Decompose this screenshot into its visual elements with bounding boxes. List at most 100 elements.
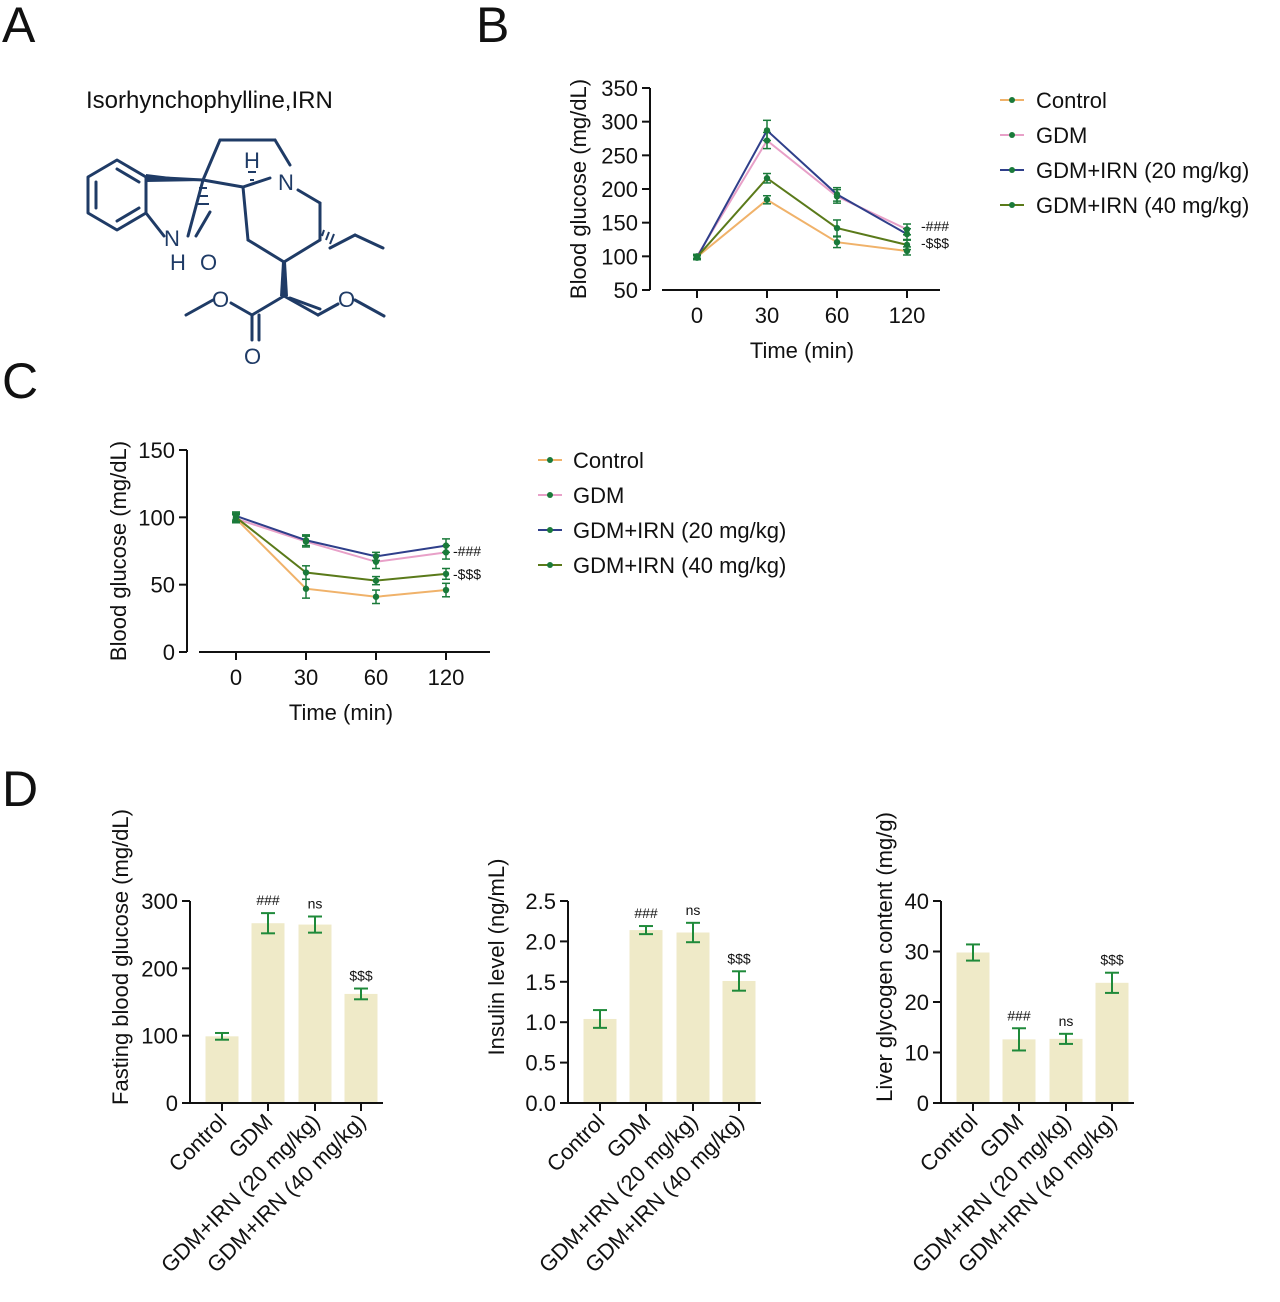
series-line-0: [696, 198, 908, 258]
data-point: [372, 553, 380, 560]
bar: [956, 952, 990, 1103]
atom-nh-h: H: [170, 250, 186, 275]
series-line-1: [235, 517, 447, 563]
x-axis-title: Time (min): [750, 338, 854, 363]
significance-label: ###: [1007, 1007, 1031, 1023]
y-tick-label: 1.5: [525, 970, 556, 995]
y-tick-label: 0: [917, 1091, 929, 1116]
legend-marker: [1009, 167, 1015, 173]
y-axis-title: Blood glucose (mg/dL): [106, 441, 131, 661]
significance-label: $$$: [349, 968, 373, 984]
significance-label: ns: [1059, 1013, 1074, 1029]
bar: [722, 980, 756, 1103]
significance-annotation: -###: [921, 218, 949, 234]
legend-label: Control: [573, 448, 644, 473]
y-tick-label: 150: [138, 438, 175, 463]
atom-o-ester2: O: [338, 287, 355, 312]
significance-annotation: -###: [453, 543, 481, 559]
y-axis-title: Insulin level (ng/mL): [484, 859, 509, 1056]
y-tick-label: 0.0: [525, 1091, 556, 1116]
x-tick-label: Control: [542, 1109, 610, 1177]
legend-marker: [547, 527, 553, 533]
data-point: [903, 241, 911, 249]
panel-label-c: C: [2, 353, 38, 409]
y-tick-label: 0: [166, 1091, 178, 1116]
chart-d2-insulin-level: ### ns$$$0.00.51.01.52.02.5ControlGDMGDM+…: [484, 859, 761, 1277]
data-point: [763, 175, 771, 182]
x-tick-label: 60: [364, 665, 388, 690]
wedge-bond-ester: [280, 262, 288, 296]
y-tick-label: 2.0: [525, 929, 556, 954]
data-point: [442, 542, 450, 549]
y-tick-label: 300: [601, 110, 638, 135]
y-tick-label: 30: [905, 940, 929, 965]
data-point: [763, 127, 771, 134]
significance-label: ###: [256, 892, 280, 908]
x-tick-label: 0: [691, 303, 703, 328]
data-point: [372, 593, 380, 600]
molecule-structure: Isorhynchophylline,IRN: [86, 87, 386, 369]
data-point: [302, 537, 310, 544]
x-tick-label: 60: [825, 303, 849, 328]
atom-h-top: H: [244, 148, 260, 173]
y-tick-label: 0: [163, 640, 175, 665]
data-point: [442, 586, 450, 594]
data-point: [833, 191, 841, 198]
y-tick-label: 150: [601, 211, 638, 236]
legend-label: GDM: [573, 483, 624, 508]
y-axis-title: Blood glucose (mg/dL): [566, 79, 591, 299]
atom-o-carbonyl: O: [244, 344, 261, 369]
molecule-name: Isorhynchophylline,IRN: [86, 87, 333, 114]
x-tick-label: 120: [889, 303, 926, 328]
y-tick-label: 100: [601, 244, 638, 269]
y-tick-label: 0.5: [525, 1051, 556, 1076]
bar: [344, 993, 378, 1103]
y-axis-title: Fasting blood glucose (mg/dL): [108, 809, 133, 1105]
series-line-1: [696, 139, 908, 257]
y-tick-label: 50: [614, 278, 638, 303]
atom-nh-n: N: [164, 226, 180, 251]
chart-c-blood-glucose-itt: 0 50 100 150 0 30 60 120 Time (min) Blood glucose…: [106, 438, 786, 725]
y-tick-label: 300: [141, 889, 178, 914]
y-tick-label: 20: [905, 990, 929, 1015]
hash-bonds: [197, 171, 335, 245]
data-point: [232, 514, 240, 521]
data-point: [833, 238, 841, 246]
legend-label: GDM+IRN (40 mg/kg): [573, 553, 786, 578]
x-axis-title: Time (min): [289, 700, 393, 725]
series-line-3: [696, 176, 908, 258]
atom-o-lactam: O: [200, 250, 217, 275]
molecule-bonds: [86, 138, 386, 342]
legend-label: Control: [1036, 88, 1107, 113]
panel-label-b: B: [476, 0, 509, 53]
series-line-3: [235, 516, 447, 582]
y-tick-label: 10: [905, 1041, 929, 1066]
y-tick-label: 2.5: [525, 889, 556, 914]
legend-marker: [1009, 202, 1015, 208]
legend-marker: [1009, 132, 1015, 138]
legend-marker: [1009, 97, 1015, 103]
atom-n-ring: N: [278, 170, 294, 195]
significance-label: ns: [686, 902, 701, 918]
wedge-bond: [146, 174, 203, 182]
legend-label: GDM+IRN (20 mg/kg): [573, 518, 786, 543]
significance-annotation: -$$$: [453, 566, 481, 582]
legend-marker: [547, 457, 553, 463]
x-tick-label: Control: [164, 1109, 232, 1177]
y-tick-label: 100: [141, 1024, 178, 1049]
x-tick-label: 30: [294, 665, 318, 690]
significance-label: ###: [634, 905, 658, 921]
bar: [629, 930, 663, 1103]
legend-label: GDM+IRN (40 mg/kg): [1036, 193, 1249, 218]
y-tick-label: 40: [905, 889, 929, 914]
data-point: [442, 570, 450, 578]
data-point: [693, 253, 701, 261]
bar: [298, 924, 332, 1103]
x-tick-label: 30: [755, 303, 779, 328]
series-line-0: [235, 517, 447, 598]
x-tick-label: 120: [428, 665, 465, 690]
y-tick-label: 50: [151, 573, 175, 598]
y-tick-label: 200: [601, 177, 638, 202]
